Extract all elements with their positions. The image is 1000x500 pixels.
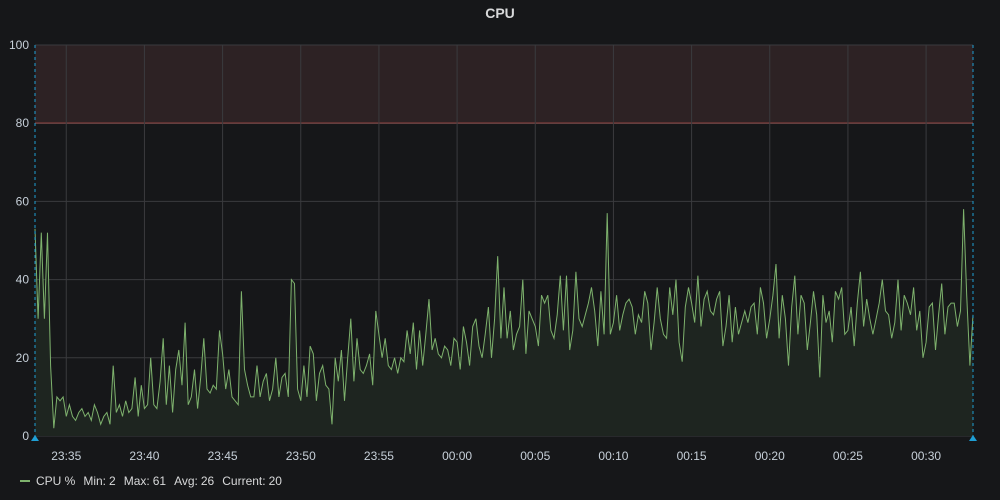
y-tick-label: 40 <box>16 273 30 287</box>
y-tick-label: 100 <box>9 38 29 52</box>
threshold-layer <box>35 45 973 124</box>
legend-min-value: 2 <box>109 474 116 488</box>
legend-min: Min: 2 <box>83 474 115 488</box>
legend-avg-label: Avg: <box>174 474 198 488</box>
x-axis: 23:35 23:40 23:45 23:50 23:55 00:00 00:05 00:10… <box>51 449 941 463</box>
threshold-region <box>35 45 973 124</box>
legend-avg-value: 26 <box>200 474 215 488</box>
y-tick-label: 20 <box>16 351 30 365</box>
legend-current-label: Current: <box>222 474 266 488</box>
time-range-markers <box>31 45 977 441</box>
series-line-cpu <box>34 209 974 429</box>
x-tick-label: 23:45 <box>208 449 238 463</box>
legend-max-label: Max: <box>123 474 150 488</box>
x-tick-label: 23:35 <box>51 449 81 463</box>
x-tick-label: 23:40 <box>129 449 159 463</box>
x-tick-label: 00:25 <box>833 449 863 463</box>
series-area-fill <box>35 209 973 436</box>
legend-current: Current: 20 <box>222 474 282 488</box>
legend-avg: Avg: 26 <box>174 474 214 488</box>
legend-max: Max: 61 <box>124 474 166 488</box>
x-tick-label: 23:55 <box>364 449 394 463</box>
time-marker-handle-right <box>969 435 977 441</box>
legend-series-swatch <box>20 480 30 482</box>
cpu-chart[interactable]: 0 20 40 60 80 100 23:35 23:40 23:45 23:50 23:55 00… <box>0 0 1000 470</box>
y-tick-label: 0 <box>22 429 29 443</box>
legend-current-value: 20 <box>268 474 282 488</box>
legend: CPU % Min: 2 Max: 61 Avg: 26 Current: 20 <box>20 474 282 488</box>
y-tick-label: 80 <box>16 116 30 130</box>
x-tick-label: 00:05 <box>520 449 550 463</box>
y-tick-label: 60 <box>16 194 30 208</box>
x-tick-label: 00:10 <box>598 449 628 463</box>
legend-min-label: Min: <box>83 474 107 488</box>
panel-title[interactable]: CPU <box>485 5 515 21</box>
x-tick-label: 00:15 <box>677 449 707 463</box>
legend-series-name[interactable]: CPU % <box>36 474 76 488</box>
series-layer <box>34 209 974 436</box>
x-tick-label: 00:00 <box>442 449 472 463</box>
x-tick-label: 00:30 <box>911 449 941 463</box>
x-tick-label: 23:50 <box>286 449 316 463</box>
y-axis: 0 20 40 60 80 100 <box>9 38 29 443</box>
x-tick-label: 00:20 <box>755 449 785 463</box>
time-marker-handle-left <box>31 435 39 441</box>
legend-max-value: 61 <box>152 474 167 488</box>
